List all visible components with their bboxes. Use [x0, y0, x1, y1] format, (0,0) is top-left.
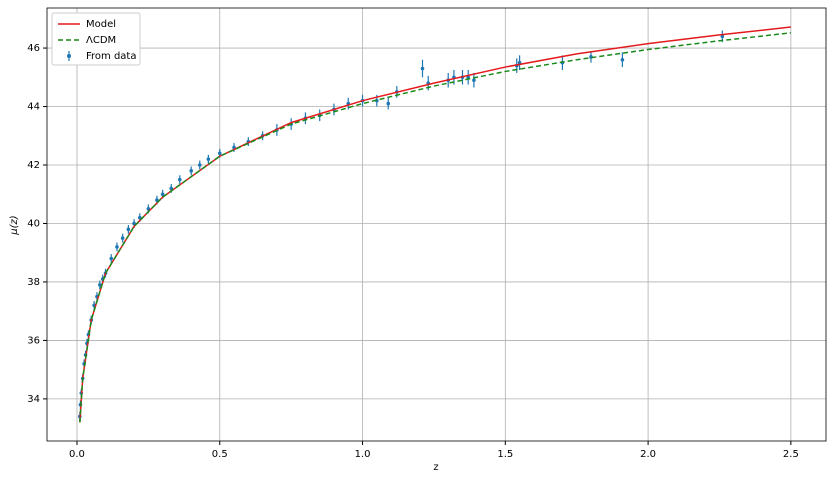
data-point: [420, 66, 425, 71]
data-point: [206, 157, 211, 161]
data-point: [197, 163, 202, 167]
data-point: [472, 78, 476, 83]
model-line: [79, 26, 791, 423]
y-tick-label: 34: [27, 394, 40, 405]
y-tick-label: 40: [27, 218, 40, 229]
data-point: [386, 101, 391, 106]
data-point: [138, 215, 142, 220]
y-tick-label: 42: [27, 160, 40, 171]
data-point: [160, 192, 165, 197]
data-point: [98, 283, 102, 287]
legend-label: ΛCDM: [86, 35, 116, 46]
data-point: [132, 221, 136, 226]
legend-label: Model: [86, 19, 116, 30]
legend-box: [51, 12, 141, 66]
data-point: [126, 227, 131, 232]
y-axis-label: μ(z): [9, 215, 20, 235]
data-point: [177, 177, 182, 182]
x-tick-label: 2.5: [783, 449, 799, 460]
data-point: [189, 169, 194, 173]
x-tick-label: 0.5: [212, 449, 228, 460]
x-tick-label: 2.0: [640, 449, 656, 460]
data-point: [217, 151, 222, 156]
legend-swatch: [67, 54, 71, 58]
data-point: [720, 34, 725, 39]
legend-label: From data: [86, 51, 136, 62]
data-point: [155, 198, 159, 202]
data-point: [169, 186, 174, 191]
data-point: [146, 207, 151, 211]
x-tick-label: 1.5: [497, 449, 513, 460]
y-tick-label: 36: [27, 335, 40, 346]
y-tick-label: 46: [27, 43, 40, 54]
model-line: [79, 32, 791, 423]
y-tick-label: 44: [27, 102, 40, 113]
data-point: [120, 236, 125, 240]
plot-frame: [46, 7, 827, 442]
plot-area: [78, 26, 791, 423]
data-point: [115, 245, 119, 249]
y-tick-label: 38: [27, 277, 40, 288]
x-axis-label: z: [433, 462, 438, 473]
data-point: [109, 256, 114, 261]
data-point: [620, 57, 625, 62]
x-tick-label: 0.0: [69, 449, 85, 460]
x-tick-label: 1.0: [355, 449, 371, 460]
